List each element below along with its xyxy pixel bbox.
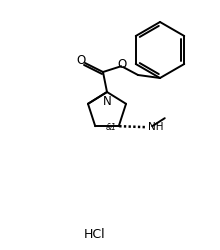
Text: O: O [117,58,126,71]
Text: HCl: HCl [84,228,106,241]
Text: NH: NH [148,122,163,132]
Text: N: N [103,95,111,108]
Text: O: O [76,54,86,68]
Text: &1: &1 [105,123,116,132]
